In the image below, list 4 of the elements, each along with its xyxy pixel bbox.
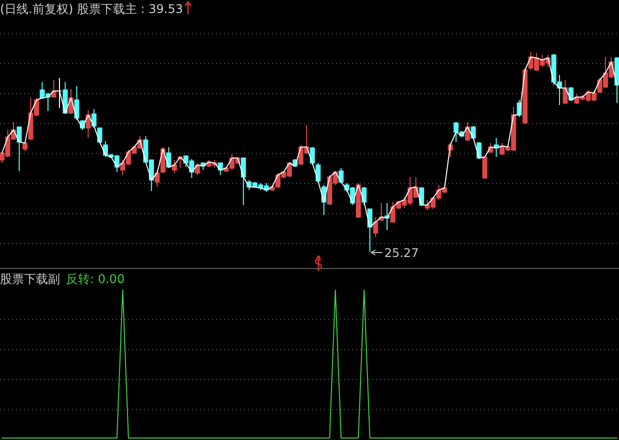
title: (日线.前复权) 股票下载主 : 39.53 bbox=[0, 2, 184, 16]
annotation: 25.27 bbox=[384, 246, 419, 260]
title: 股票下载副 bbox=[0, 272, 60, 286]
legend: 反转: 0.00 bbox=[66, 272, 125, 286]
